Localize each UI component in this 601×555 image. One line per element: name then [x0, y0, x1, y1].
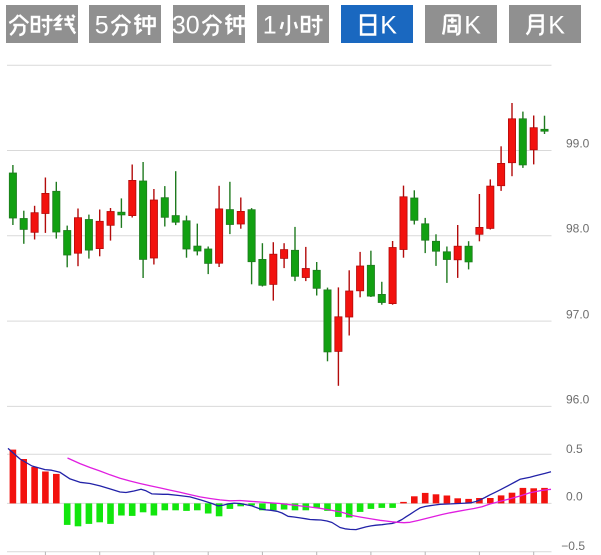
svg-text:30: 30 — [173, 12, 200, 40]
svg-text:98.0: 98.0 — [566, 222, 590, 236]
svg-text:1: 1 — [262, 12, 276, 40]
svg-text:96.0: 96.0 — [566, 393, 590, 407]
svg-text:K: K — [464, 12, 481, 40]
svg-text:0.0: 0.0 — [566, 489, 583, 503]
svg-text:99.0: 99.0 — [566, 137, 590, 151]
svg-text:0.5: 0.5 — [566, 442, 583, 456]
svg-text:5: 5 — [95, 12, 109, 40]
svg-text:K: K — [380, 12, 397, 40]
svg-text:K: K — [548, 12, 565, 40]
svg-text:97.0: 97.0 — [566, 307, 590, 321]
svg-text:−0.5: −0.5 — [561, 539, 585, 553]
